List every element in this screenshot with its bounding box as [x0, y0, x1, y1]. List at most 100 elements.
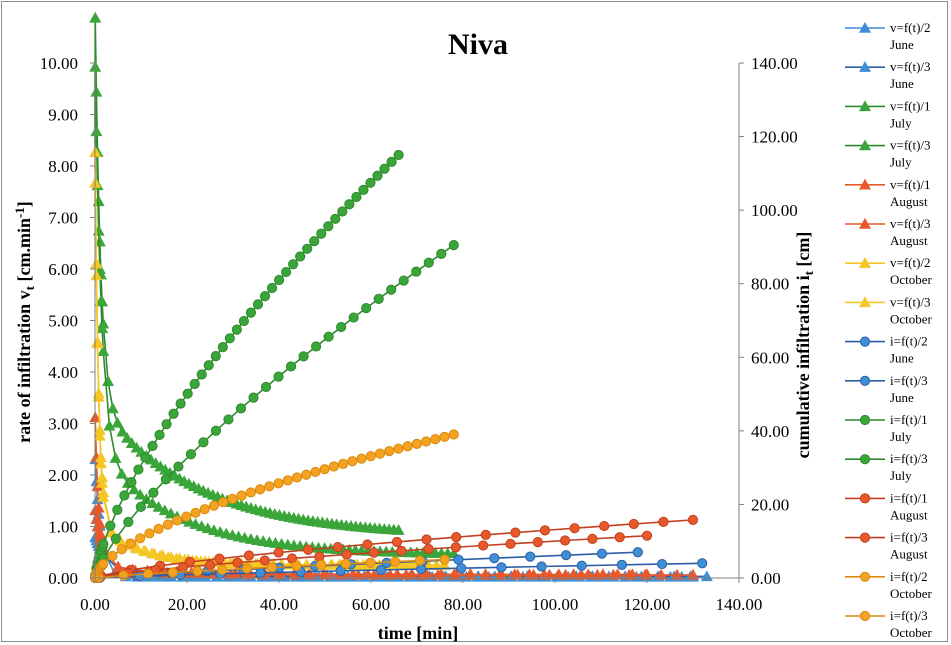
data-point-triangle: [189, 518, 202, 529]
y-left-axis-label-main: rate of infiltration v: [14, 290, 34, 442]
legend-label: i=f(t)/1: [890, 412, 928, 427]
data-point-circle: [489, 553, 500, 564]
y-right-axis-label: cumulative infiltration it [cm]: [793, 232, 816, 459]
data-point-circle: [189, 378, 200, 390]
data-point-circle: [344, 199, 355, 210]
data-point-triangle: [392, 524, 405, 535]
data-point-circle: [525, 551, 536, 562]
legend-item: i=f(t)/3 October: [845, 608, 933, 640]
legend-label: v=f(t)/2: [890, 20, 931, 35]
data-point-circle: [118, 570, 129, 581]
data-point-circle: [411, 438, 423, 449]
data-point-circle: [167, 567, 178, 578]
data-point-circle: [391, 536, 403, 548]
data-point-circle: [235, 403, 247, 414]
data-point-circle: [168, 408, 179, 419]
data-point-circle: [386, 156, 397, 167]
data-point-circle: [340, 558, 351, 570]
data-point-circle: [147, 440, 158, 452]
data-point-triangle: [139, 545, 152, 557]
data-point-circle: [98, 538, 109, 550]
data-point-circle: [273, 274, 285, 286]
data-point-circle: [616, 559, 627, 570]
data-point-circle: [614, 532, 625, 543]
data-point-triangle: [96, 322, 109, 334]
legend-label-month: July: [890, 115, 912, 130]
data-point-triangle: [858, 296, 872, 308]
data-point-circle: [374, 448, 386, 459]
y-left-tick-label: 1.00: [48, 518, 78, 537]
data-point-triangle: [165, 551, 178, 562]
data-point-circle: [259, 291, 271, 302]
plot-area: [89, 11, 713, 584]
data-point-circle: [218, 497, 229, 508]
data-point-circle: [153, 523, 164, 535]
data-point-triangle: [97, 486, 110, 498]
data-point-circle: [190, 507, 201, 518]
data-point-circle: [133, 464, 144, 475]
data-point-circle: [310, 341, 322, 352]
x-tick-label: 0.00: [80, 595, 110, 614]
data-point-circle: [451, 532, 462, 543]
data-point-circle: [245, 487, 256, 498]
data-point-circle: [175, 398, 186, 409]
data-point-circle: [859, 375, 871, 386]
legend-label-month: August: [890, 233, 928, 248]
data-point-circle: [697, 558, 708, 569]
legend-item: v=f(t)/2 October: [845, 255, 933, 287]
legend-label: i=f(t)/3: [890, 608, 928, 623]
data-point-triangle: [538, 568, 551, 580]
legend-label-month: August: [890, 507, 928, 522]
legend-item: v=f(t)/1 August: [845, 177, 931, 209]
y-left-tick-label: 6.00: [48, 260, 78, 279]
legend-item: v=f(t)/3 August: [845, 216, 931, 248]
data-point-triangle: [858, 61, 872, 72]
data-point-circle: [390, 556, 401, 567]
data-point-circle: [160, 474, 171, 485]
legend-label-month: July: [890, 429, 912, 444]
legend-label: i=f(t)/3: [890, 451, 928, 466]
y-left-axis-label: rate of infiltration vt [cm.min-1]: [12, 201, 37, 443]
data-point-circle: [231, 324, 242, 335]
data-point-circle: [536, 561, 547, 572]
data-point-circle: [386, 284, 397, 295]
data-point-circle: [125, 538, 137, 549]
data-point-circle: [375, 564, 387, 576]
data-point-circle: [98, 559, 109, 570]
data-point-circle: [338, 458, 349, 469]
data-point-circle: [173, 461, 184, 472]
data-point-triangle: [134, 488, 147, 500]
data-point-circle: [154, 429, 165, 441]
data-point-triangle: [405, 568, 418, 580]
legend-item: v=f(t)/1 July: [845, 98, 931, 130]
data-point-circle: [285, 361, 297, 372]
legend-item: v=f(t)/3 June: [845, 59, 931, 91]
legend-label-month: October: [890, 311, 933, 326]
legend-label-month: June: [890, 37, 914, 52]
y-left-axis-label-sub: t: [22, 285, 37, 290]
legend-label-month: October: [890, 625, 933, 640]
data-point-circle: [368, 547, 380, 558]
data-point-circle: [361, 303, 372, 314]
data-point-circle: [309, 236, 320, 247]
data-point-circle: [316, 228, 327, 239]
x-tick-label: 100.00: [532, 595, 579, 614]
x-tick-label: 60.00: [352, 595, 390, 614]
data-point-circle: [632, 547, 643, 558]
data-point-circle: [859, 414, 871, 426]
data-point-circle: [161, 419, 172, 430]
y-left-tick-label: 8.00: [48, 157, 78, 176]
data-point-circle: [641, 530, 653, 541]
data-point-circle: [687, 514, 699, 525]
data-point-circle: [510, 527, 521, 538]
data-point-circle: [335, 565, 346, 576]
data-point-circle: [332, 541, 343, 553]
legend-item: i=f(t)/1 August: [845, 490, 928, 522]
data-point-circle: [505, 538, 516, 549]
data-point-circle: [110, 533, 121, 544]
legend-label: i=f(t)/3: [890, 530, 928, 545]
data-point-circle: [301, 469, 312, 480]
data-point-circle: [205, 559, 216, 571]
data-point-triangle: [131, 542, 144, 554]
x-tick-label: 80.00: [444, 595, 482, 614]
